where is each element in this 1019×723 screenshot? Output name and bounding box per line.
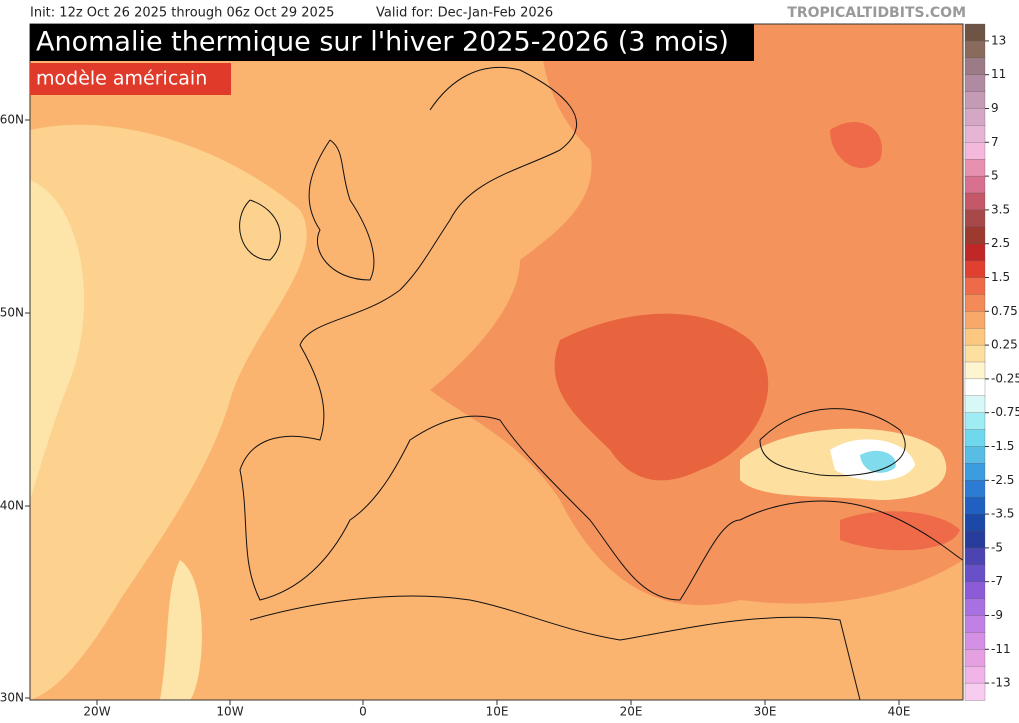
colorbar-label: -2.5 (991, 473, 1014, 487)
coastline (308, 139, 375, 281)
colorbar-swatch (964, 480, 986, 498)
colorbar-swatch (964, 40, 986, 59)
coastline (759, 408, 906, 477)
colorbar-swatch (964, 159, 986, 177)
colorbar-swatch (964, 530, 986, 549)
colorbar-swatch (964, 108, 986, 127)
colorbar-swatch (964, 598, 986, 617)
colorbar-swatch (964, 277, 986, 296)
colorbar-label: -5 (991, 540, 1003, 554)
colorbar-swatch (964, 328, 986, 346)
colorbar-swatch (964, 209, 986, 228)
colorbar-swatch (964, 311, 986, 329)
colorbar-label: 5 (991, 169, 999, 183)
colorbar-swatch (964, 260, 986, 279)
colorbar-label: 7 (991, 135, 999, 149)
colorbar: 13 11 9 7 5 3.5 2.5 1.5 0.75 0.25 -0.25 -0.75 -1.5 -2… (964, 23, 1019, 701)
subtitle: modèle américain (36, 68, 207, 90)
colorbar-label: -3.5 (991, 507, 1014, 521)
warmest-area (554, 313, 769, 481)
colorbar-swatch (964, 344, 986, 363)
colorbar-swatch (964, 564, 986, 583)
colorbar-swatch (964, 666, 986, 684)
colorbar-swatch (964, 682, 986, 701)
colorbar-swatch (964, 446, 986, 465)
colorbar-label: -7 (991, 574, 1003, 588)
coastline (239, 199, 281, 261)
colorbar-label: -1.5 (991, 439, 1014, 453)
colorbar-swatch (964, 74, 986, 93)
colorbar-swatch (964, 412, 986, 431)
title-box (30, 24, 754, 61)
colorbar-swatch (964, 91, 986, 110)
colorbar-label: 0.75 (991, 304, 1018, 318)
colorbar-swatch (964, 463, 986, 481)
title: Anomalie thermique sur l'hiver 2025-2026… (36, 27, 729, 58)
lon-label: 40E (888, 705, 911, 719)
coastlines (239, 66, 963, 700)
colorbar-label: -13 (991, 676, 1011, 690)
cool-area (30, 180, 85, 500)
warmest-area (830, 121, 882, 169)
subtitle-box (30, 63, 231, 95)
cool-area (160, 560, 202, 700)
colorbar-swatch (964, 497, 986, 515)
lon-label: 10E (486, 705, 509, 719)
colorbar-label: -0.75 (991, 405, 1019, 419)
colorbar-label: -9 (991, 608, 1003, 622)
colorbar-label: 2.5 (991, 236, 1010, 250)
axes: 60N 50N 40N 30N 20W 10W 0 10E 20E 30E 40E (0, 113, 910, 719)
map (30, 24, 963, 700)
colorbar-label: 13 (991, 33, 1006, 47)
colorbar-swatch (964, 615, 986, 634)
warmest-area (840, 511, 960, 551)
coastline (399, 66, 578, 291)
colorbar-swatch (964, 378, 986, 397)
colorbar-label: 9 (991, 101, 999, 115)
lon-label: 20W (83, 705, 110, 719)
site-text: TROPICALTIDBITS.COM (787, 5, 966, 21)
colorbar-swatch (964, 142, 986, 160)
colorbar-label: 3.5 (991, 202, 1010, 216)
colorbar-swatch (964, 649, 986, 667)
colorbar-swatch (964, 57, 986, 76)
colorbar-label: -0.25 (991, 371, 1019, 385)
colorbar-swatch (964, 361, 986, 380)
lon-label: 30E (754, 705, 777, 719)
colorbar-label: -11 (991, 642, 1011, 656)
lat-label: 60N (0, 113, 24, 127)
cool-area (30, 124, 307, 700)
lon-label: 20E (620, 705, 643, 719)
colorbar-swatch (964, 395, 986, 414)
colorbar-swatch (964, 581, 986, 600)
colorbar-swatch (964, 294, 986, 312)
colorbar-swatch (964, 429, 986, 448)
coastline (249, 595, 861, 700)
colorbar-swatch (964, 243, 986, 262)
colorbar-swatch (964, 175, 986, 194)
lat-label: 40N (0, 499, 24, 513)
colorbar-swatch (964, 632, 986, 650)
lat-label: 50N (0, 306, 24, 320)
colorbar-swatch (964, 23, 986, 42)
lon-label: 10W (216, 705, 243, 719)
lat-label: 30N (0, 691, 24, 705)
valid-text: Valid for: Dec-Jan-Feb 2026 (376, 6, 553, 21)
colorbar-label: 1.5 (991, 270, 1010, 284)
lon-label: 0 (359, 705, 367, 719)
colorbar-swatch (964, 547, 986, 566)
coastline (239, 289, 963, 601)
colorbar-label: 0.25 (991, 338, 1018, 352)
colorbar-swatch (964, 513, 986, 532)
colorbar-swatch (964, 226, 986, 245)
colorbar-swatch (964, 125, 986, 143)
init-text: Init: 12z Oct 26 2025 through 06z Oct 29… (30, 6, 334, 21)
colorbar-label: 11 (991, 67, 1006, 81)
colorbar-swatch (964, 192, 986, 211)
